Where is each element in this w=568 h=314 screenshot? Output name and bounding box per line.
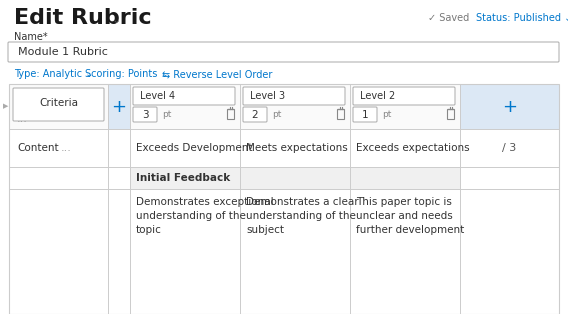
Text: Exceeds expectations: Exceeds expectations: [356, 143, 470, 153]
Bar: [130, 167, 460, 189]
Text: ...: ...: [61, 143, 72, 153]
Text: This paper topic is
unclear and needs
further development: This paper topic is unclear and needs fu…: [356, 197, 464, 235]
Text: 1: 1: [362, 110, 368, 120]
Text: +: +: [111, 98, 127, 116]
Text: Level 4: Level 4: [140, 91, 175, 101]
Text: +: +: [502, 98, 517, 116]
Text: Module 1 Rubric: Module 1 Rubric: [18, 47, 108, 57]
Text: ▶: ▶: [3, 104, 9, 110]
Text: Initial Feedback: Initial Feedback: [136, 173, 230, 183]
Text: ...: ...: [17, 114, 28, 124]
Text: ✓ Saved: ✓ Saved: [428, 13, 469, 23]
Text: pt: pt: [272, 110, 281, 119]
Bar: [9, 84, 559, 314]
Text: / 3: / 3: [502, 143, 517, 153]
Bar: [447, 109, 454, 119]
Text: Demonstrates exceptional
understanding of the
topic: Demonstrates exceptional understanding o…: [136, 197, 274, 235]
FancyBboxPatch shape: [13, 88, 104, 121]
Bar: [108, 84, 130, 129]
FancyBboxPatch shape: [243, 87, 345, 105]
Text: Demonstrates a clear
understanding of the
subject: Demonstrates a clear understanding of th…: [246, 197, 358, 235]
FancyBboxPatch shape: [8, 42, 559, 62]
Text: Level 3: Level 3: [250, 91, 285, 101]
Text: ⇆ Reverse Level Order: ⇆ Reverse Level Order: [162, 69, 273, 79]
Bar: [460, 84, 559, 129]
Text: pt: pt: [162, 110, 172, 119]
Text: pt: pt: [382, 110, 391, 119]
Text: Status: Published ⌄: Status: Published ⌄: [476, 13, 568, 23]
Text: Content: Content: [17, 143, 59, 153]
Text: Scoring: Points ⌄: Scoring: Points ⌄: [85, 69, 169, 79]
FancyBboxPatch shape: [353, 87, 455, 105]
Text: 2: 2: [252, 110, 258, 120]
Bar: [9, 84, 559, 129]
Text: Exceeds Development: Exceeds Development: [136, 143, 253, 153]
Text: Criteria: Criteria: [39, 98, 78, 107]
FancyBboxPatch shape: [353, 107, 377, 122]
Text: Level 2: Level 2: [360, 91, 395, 101]
Bar: [227, 109, 234, 119]
FancyBboxPatch shape: [133, 107, 157, 122]
Bar: [337, 109, 344, 119]
Text: Name*: Name*: [14, 32, 48, 42]
Text: Type: Analytic ⌄: Type: Analytic ⌄: [14, 69, 93, 79]
FancyBboxPatch shape: [133, 87, 235, 105]
Text: Edit Rubric: Edit Rubric: [14, 8, 152, 28]
Text: Meets expectations: Meets expectations: [246, 143, 348, 153]
Text: ⌄: ⌄: [112, 15, 122, 25]
FancyBboxPatch shape: [243, 107, 267, 122]
Text: 3: 3: [141, 110, 148, 120]
